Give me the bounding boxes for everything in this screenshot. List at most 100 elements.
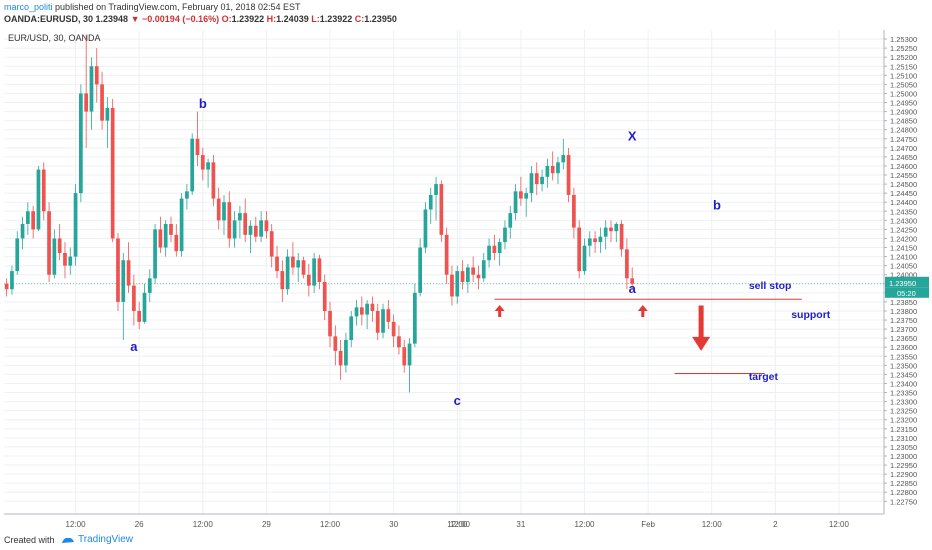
open-label: O: (221, 14, 232, 24)
candles (4, 35, 635, 393)
candle-body (222, 202, 226, 221)
y-tick-label: 1.24850 (890, 117, 917, 126)
candle-body (216, 198, 221, 221)
candle-body (185, 191, 189, 199)
candle-body (52, 238, 57, 275)
candle-body (338, 350, 343, 366)
y-tick-label: 1.22800 (890, 488, 917, 497)
price-label: 1.23950 (889, 279, 916, 288)
candle-body (73, 193, 78, 257)
y-tick-label: 1.24600 (890, 162, 917, 171)
down-arrow-icon: ▼ (130, 14, 140, 24)
high-value: 1.24039 (276, 14, 309, 24)
candle-body (68, 256, 73, 266)
candle-body (354, 307, 359, 317)
footer: Created with TradingView (0, 532, 932, 550)
grid (4, 30, 884, 514)
y-tick-label: 1.23400 (890, 379, 917, 388)
candle-body (301, 260, 306, 275)
candle-body (269, 231, 274, 257)
candle-body (630, 278, 635, 284)
candle-body (137, 310, 142, 322)
annotation-label: b (713, 197, 721, 212)
candle-body (593, 238, 597, 243)
y-tick-label: 1.22950 (890, 461, 917, 470)
candle-body (84, 93, 89, 112)
y-tick-label: 1.24750 (890, 135, 917, 144)
y-tick-label: 1.24150 (890, 244, 917, 253)
candle-body (47, 211, 51, 275)
annotation-label: b (199, 96, 207, 111)
author-link[interactable]: marco_politi (4, 2, 53, 12)
y-tick-label: 1.23350 (890, 389, 917, 398)
y-tick-label: 1.24800 (890, 126, 917, 135)
y-tick-label: 1.24350 (890, 207, 917, 216)
candle-body (147, 278, 152, 293)
y-tick-label: 1.23050 (890, 443, 917, 452)
candle-body (280, 271, 285, 290)
candle-body (625, 249, 629, 279)
candle-body (238, 213, 242, 221)
candle-body (439, 184, 444, 235)
candle-body (487, 245, 491, 261)
candle-body (545, 165, 550, 177)
y-tick-label: 1.25250 (890, 44, 917, 53)
candle-body (285, 256, 290, 290)
open-value: 1.23922 (231, 14, 265, 24)
chart-title: EUR/USD, 30, OANDA (8, 33, 101, 43)
candle-body (4, 283, 9, 290)
y-tick-label: 1.23450 (890, 370, 917, 379)
x-tick-label: 12:00 (450, 520, 471, 529)
candle-body (179, 198, 184, 252)
x-tick-label: Feb (641, 520, 655, 529)
price-label-box (885, 276, 929, 288)
x-tick-label: 26 (135, 520, 144, 529)
candle-body (317, 258, 322, 282)
candle-body (455, 271, 460, 297)
y-tick-label: 1.24300 (890, 216, 917, 225)
annotation-label: sell stop (749, 280, 792, 292)
candle-body (291, 256, 295, 268)
candle-body (434, 184, 438, 195)
countdown-box (885, 287, 929, 298)
y-tick-label: 1.22750 (890, 497, 917, 506)
tradingview-brand[interactable]: TradingView (78, 534, 134, 545)
countdown-label: 05:20 (897, 289, 916, 298)
candle-body (190, 138, 195, 192)
y-tick-label: 1.23100 (890, 434, 917, 443)
candle-body (306, 274, 311, 286)
candle-body (333, 336, 338, 351)
y-tick-label: 1.22900 (890, 470, 917, 479)
candle-body (296, 260, 301, 268)
candle-body (370, 303, 375, 311)
candle-body (264, 220, 269, 232)
y-tick-label: 1.24450 (890, 189, 917, 198)
y-tick-label: 1.23700 (890, 325, 917, 334)
candle-body (248, 225, 253, 235)
candle-body (402, 347, 407, 366)
close-label: C: (354, 14, 365, 24)
candle-body (328, 310, 332, 337)
y-tick-label: 1.25200 (890, 53, 917, 62)
candle-body (158, 229, 163, 248)
candle-body (587, 238, 592, 246)
y-tick-label: 1.24500 (890, 180, 917, 189)
candle-body (359, 307, 364, 315)
tradingview-logo-icon (62, 537, 74, 543)
candle-body (375, 310, 380, 333)
price-chart[interactable]: 1.227501.228001.228501.229001.229501.230… (0, 28, 932, 532)
y-tick-label: 1.24100 (890, 253, 917, 262)
last-price: 1.23948 (95, 14, 129, 24)
candle-body (519, 191, 523, 199)
candle-body (126, 260, 131, 286)
y-tick-label: 1.25150 (890, 62, 917, 71)
y-tick-label: 1.23250 (890, 407, 917, 416)
candle-body (79, 93, 83, 194)
y-tick-label: 1.25300 (890, 35, 917, 44)
candle-body (540, 176, 544, 185)
candle-body (312, 258, 316, 286)
candle-body (534, 173, 539, 185)
x-tick-label: 12:00 (66, 520, 87, 529)
x-tick-label: 30 (389, 520, 398, 529)
y-tick-label: 1.25050 (890, 80, 917, 89)
